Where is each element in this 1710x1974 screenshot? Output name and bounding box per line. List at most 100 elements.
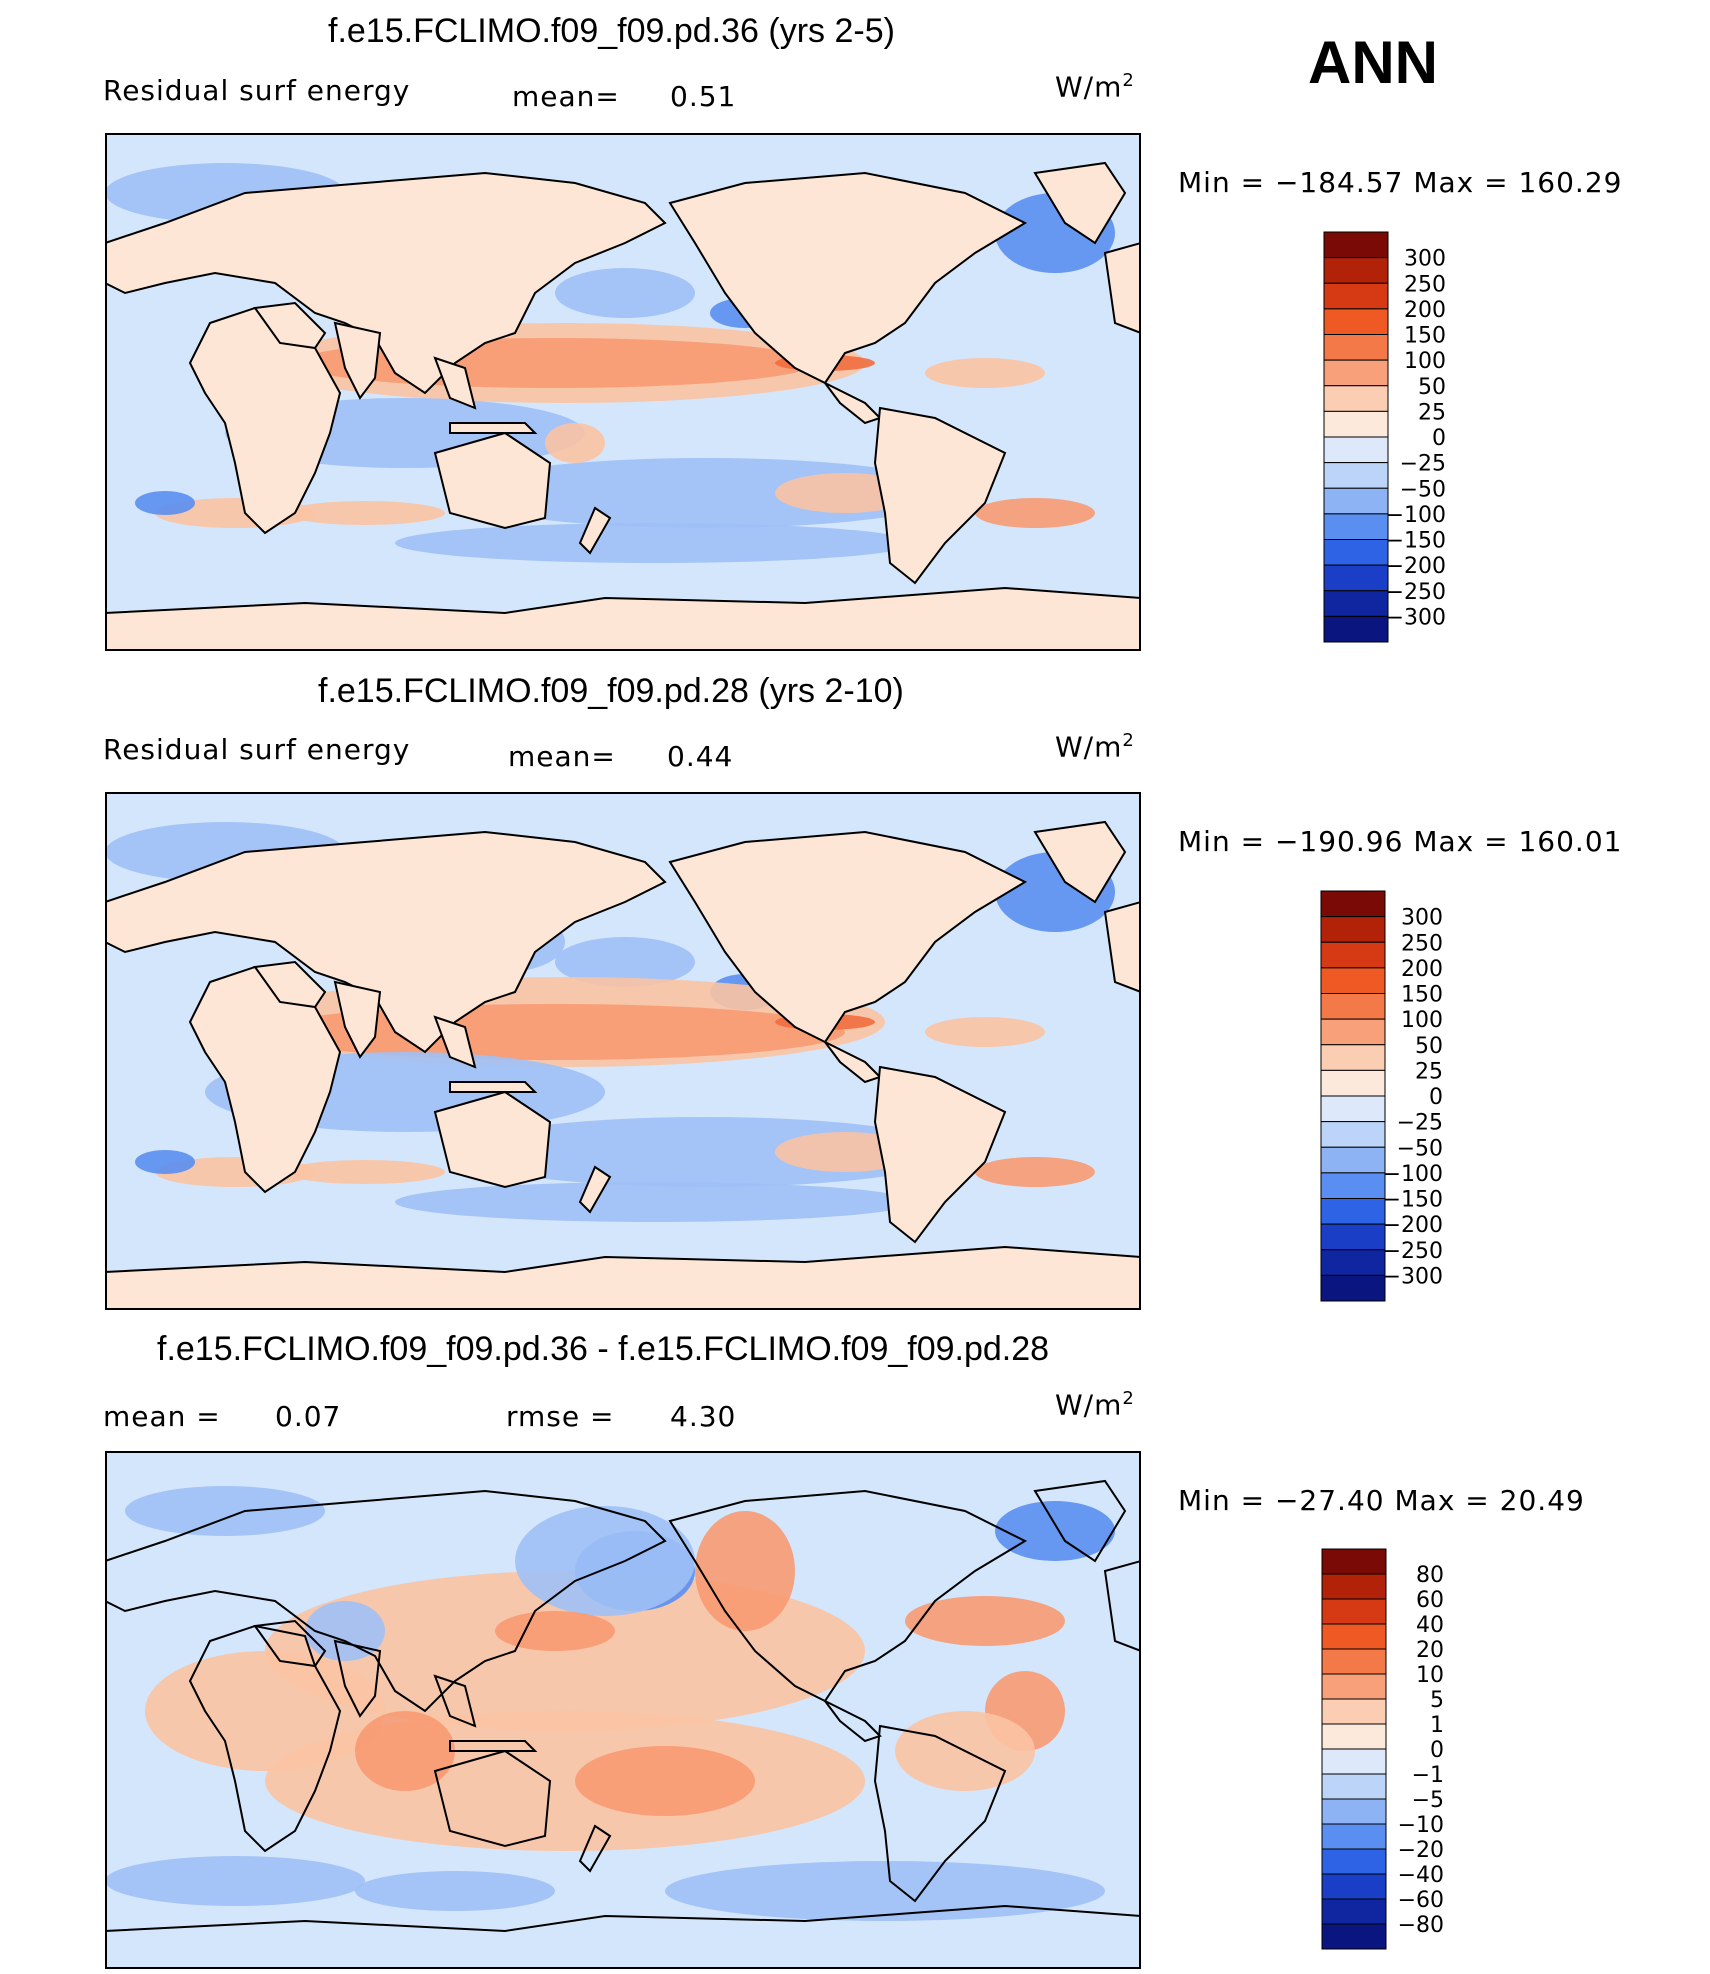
colorbar-label: −150 [1386,529,1446,554]
colorbar-swatch [1320,993,1386,1020]
colorbar-label: −100 [1386,503,1446,528]
panel3-title: f.e15.FCLIMO.f09_f09.pd.36 - f.e15.FCLIM… [157,1330,1050,1368]
colorbar-label: 40 [1416,1613,1444,1638]
colorbar-swatch [1323,257,1389,284]
panel3-min-eq: = [1240,1484,1266,1517]
coastline [188,1624,342,1853]
field-contour [575,1746,755,1816]
colorbar-swatch [1320,1146,1386,1174]
colorbar-swatch [1321,1673,1387,1700]
coastline [578,506,612,555]
colorbar-swatch [1323,385,1389,412]
colorbar-label: −5 [1412,1788,1444,1813]
coastline [253,960,327,1009]
panel1-units-exp: 2 [1122,70,1135,91]
colorbar-swatch [1323,410,1389,438]
colorbar-swatch [1320,890,1386,918]
panel3-colorbar: 80 60 40 20 10 5 1 0 −1 −5 −10 −20 −40 −60 −80 [1320,1548,1480,1950]
colorbar-swatch [1320,1044,1386,1071]
colorbar-label: 100 [1404,349,1446,374]
colorbar-swatch [1321,1723,1387,1750]
coastline [1103,1559,1141,1653]
colorbar-swatch [1321,1573,1387,1600]
colorbar-label: 300 [1401,906,1443,931]
colorbar-label: 60 [1416,1588,1444,1613]
panel1-colorbar: 300 250 200 150 100 50 25 0 −25 −50 −100 −150 −200 −2… [1322,231,1482,643]
colorbar-label: 20 [1416,1638,1444,1663]
panel3-minmax: Min = −27.40 Max = 20.49 [1178,1484,1585,1517]
colorbar-swatch [1323,615,1389,643]
colorbar-label: −20 [1398,1838,1444,1863]
panel3-mean-label: mean = [103,1400,221,1433]
field-contour [285,501,445,525]
colorbar-swatch [1321,1748,1387,1775]
panel1-minmax: Min = −184.57 Max = 160.29 [1178,166,1622,199]
panel2-colorbar: 300 250 200 150 100 50 25 0 −25 −50 −100 −150 −200 −2… [1319,890,1479,1302]
colorbar-label: −1 [1412,1763,1444,1788]
colorbar-swatch [1323,359,1389,387]
coastline [578,1165,612,1214]
panel2-min-label: Min [1178,825,1231,858]
colorbar-label: 50 [1418,375,1446,400]
coastline [449,422,538,434]
field-contour [495,1611,615,1651]
season-label: ANN [1308,29,1438,96]
coastline [333,1639,382,1718]
panel2-min-eq: = [1240,825,1266,858]
colorbar-swatch [1320,1274,1386,1302]
colorbar-label: −150 [1383,1188,1443,1213]
coastline [105,1904,1141,1969]
panel1-mean-label: mean= [512,80,620,113]
colorbar-label: 200 [1404,298,1446,323]
colorbar-swatch [1320,1172,1386,1199]
coastline [668,171,1028,385]
coastline [824,1041,882,1084]
colorbar-swatch [1320,1223,1386,1251]
colorbar-label: −80 [1398,1913,1444,1938]
colorbar-label: 80 [1416,1563,1444,1588]
colorbar-label: 50 [1415,1034,1443,1059]
coastline [1033,820,1127,904]
colorbar-swatch [1323,334,1389,361]
map-field [105,792,1141,1310]
panel1-max-value: 160.29 [1518,166,1623,199]
panel2-min-value: −190.96 [1274,825,1404,858]
panel3-map [105,1451,1141,1969]
colorbar-label: −250 [1386,580,1446,605]
panel3-units-exp: 2 [1122,1388,1135,1409]
panel1-min-label: Min [1178,166,1231,199]
colorbar-label: 1 [1430,1713,1444,1738]
coastline [105,1245,1141,1310]
colorbar-swatch [1323,564,1389,592]
field-contour [105,1856,365,1906]
colorbar-label: 0 [1432,426,1446,451]
coastline [433,1015,477,1069]
coastline [433,356,477,410]
coastline [433,1749,552,1848]
panel2-max-value: 160.01 [1518,825,1623,858]
colorbar-swatch [1323,590,1389,617]
colorbar-swatch [1323,462,1389,489]
colorbar-label: −50 [1397,1136,1443,1161]
field-contour [555,937,695,987]
colorbar-swatch [1323,308,1389,335]
colorbar-label: −250 [1383,1239,1443,1264]
colorbar-swatch [1321,1648,1387,1675]
map-svg [105,792,1141,1310]
colorbar-swatch [1320,1069,1386,1097]
coastline [433,431,552,530]
coastline [873,406,1007,585]
colorbar-label: −50 [1400,477,1446,502]
colorbar-label: 250 [1404,272,1446,297]
field-contour [995,1501,1115,1561]
map-field [105,1451,1141,1969]
field-contour [545,423,605,463]
colorbar-swatch [1323,282,1389,310]
panel2-units-exp: 2 [1122,730,1135,751]
panel2-variable: Residual surf energy [103,733,411,766]
colorbar-label: 300 [1404,247,1446,272]
coastline [253,1619,327,1668]
field-contour [975,498,1095,528]
field-contour [905,1596,1065,1646]
colorbar-label: 25 [1415,1059,1443,1084]
